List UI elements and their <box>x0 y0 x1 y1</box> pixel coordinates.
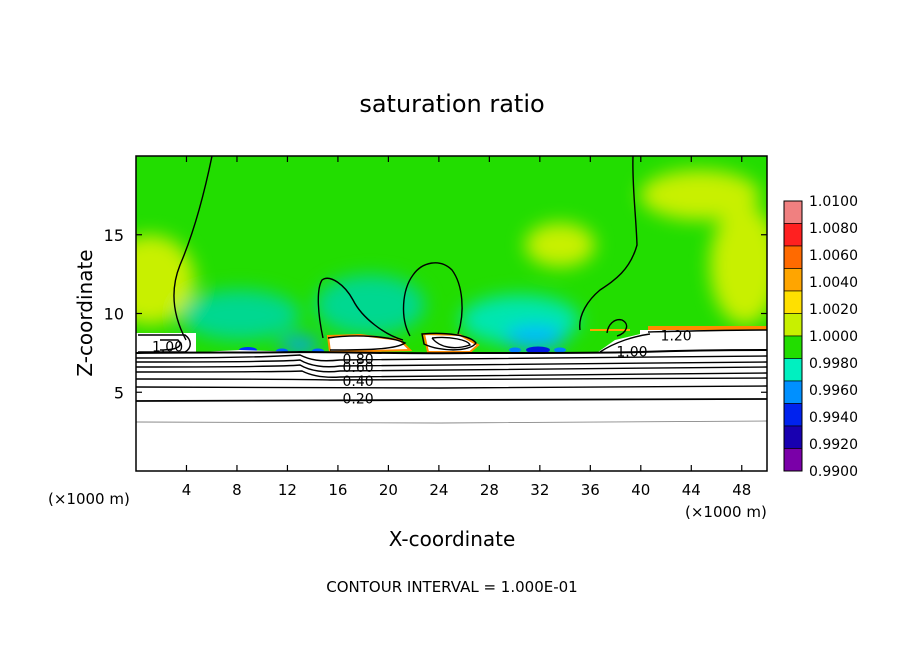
colorbar-level-label: 1.0100 <box>809 194 858 210</box>
contour-030 <box>136 385 767 389</box>
x-axis-label: X-coordinate <box>389 527 516 551</box>
contour-cell-b <box>421 332 477 351</box>
contour-label: 1.00 <box>616 344 647 360</box>
x-tick-label: 12 <box>278 481 297 499</box>
contour-label: 1.00 <box>152 340 183 356</box>
x-unit-label: (×1000 m) <box>48 490 130 508</box>
contour-plume-3 <box>402 262 463 337</box>
cloud-band-left <box>136 333 196 353</box>
lower-layer <box>136 350 767 471</box>
colorbar-level-label: 1.0020 <box>809 302 858 318</box>
contour-040 <box>136 377 767 381</box>
colorbar-swatch <box>783 313 803 337</box>
contour-070 <box>136 359 767 368</box>
dry-spot-e <box>509 347 521 353</box>
heatmap-field: 1.00 0.800.600.40 0.20 1.20 1.00 <box>136 156 767 471</box>
colorbar-swatch <box>783 245 803 269</box>
contour-plume-2 <box>317 277 404 341</box>
colorbar-level-label: 1.0060 <box>809 248 858 264</box>
contour-020 <box>136 398 767 402</box>
contour-right-box <box>599 333 651 353</box>
x-tick-label: 40 <box>631 481 650 499</box>
x-tick-label: 44 <box>682 481 701 499</box>
contour-interval-note: CONTOUR INTERVAL = 1.000E-01 <box>326 578 577 596</box>
colorbar-level-label: 0.9900 <box>809 464 858 480</box>
contour-cell-b-inner <box>431 336 471 349</box>
colorbar-swatch <box>783 268 803 292</box>
y-tick-label: 10 <box>104 305 124 324</box>
moist-patch-top-right <box>640 170 760 220</box>
colorbar-level-label: 1.0040 <box>809 275 858 291</box>
colorbar-swatch <box>783 403 803 427</box>
colorbar-swatch <box>783 223 803 247</box>
contour-label: 0.80 <box>343 352 374 368</box>
colorbar-swatch <box>783 200 803 224</box>
x-tick-label: 8 <box>232 481 242 499</box>
y-tick-label: 15 <box>104 226 124 245</box>
contour-080 <box>136 354 767 362</box>
colorbar-level-label: 0.9940 <box>809 410 858 426</box>
colorbar-swatch <box>783 358 803 382</box>
contour-right-top <box>647 329 767 333</box>
dry-patch-5 <box>280 337 320 353</box>
colorbar-level-label: 0.9980 <box>809 356 858 372</box>
x-tick-label: 28 <box>480 481 499 499</box>
cloud-band-right <box>640 330 767 352</box>
supersat-strip <box>648 326 767 330</box>
moist-patch-left-halo <box>136 235 195 325</box>
contour-label: 0.40 <box>343 374 374 390</box>
x-tick-label: 32 <box>530 481 549 499</box>
contour-plume-4 <box>579 156 638 331</box>
colorbar: 1.0100 1.0080 1.0060 1.0040 1.0020 1.0000 0.99… <box>783 194 858 480</box>
dry-spot-d <box>526 346 550 354</box>
x-tick-label: 48 <box>732 481 751 499</box>
contour-label: 0.20 <box>343 392 374 408</box>
supersat-strip-2 <box>590 329 630 331</box>
x-tick-label: 24 <box>429 481 448 499</box>
colorbar-level-label: 1.0000 <box>809 329 858 345</box>
contour-base <box>136 349 767 355</box>
moist-patch-mid <box>525 223 595 267</box>
contour-060 <box>136 364 767 373</box>
x-tick-label: 20 <box>379 481 398 499</box>
colorbar-swatch <box>783 380 803 404</box>
x-unit-label-right: (×1000 m) <box>685 503 767 521</box>
dry-patch-2 <box>315 275 425 335</box>
contour-loop-a <box>606 318 628 337</box>
colorbar-level-label: 0.9920 <box>809 437 858 453</box>
chart-title: saturation ratio <box>359 90 544 118</box>
x-tick-label: 36 <box>581 481 600 499</box>
contour-labels: 1.00 0.800.600.40 0.20 1.20 1.00 <box>152 329 692 408</box>
colorbar-level-label: 1.0080 <box>809 221 858 237</box>
moist-patch-right <box>710 205 767 325</box>
contour-lines <box>136 156 767 424</box>
dry-patch-4 <box>505 326 565 350</box>
y-axis-label: Z-coordinate <box>73 249 97 376</box>
x-tick-label: 16 <box>328 481 347 499</box>
x-tick-label: 4 <box>182 481 192 499</box>
contour-cell-a <box>327 335 407 351</box>
contour-050 <box>136 370 767 378</box>
colorbar-frame <box>783 200 803 472</box>
contour-plume-1 <box>173 156 213 341</box>
colorbar-swatch <box>783 290 803 314</box>
y-tick-label: 5 <box>114 383 124 402</box>
colorbar-swatch <box>783 425 803 449</box>
contour-left-inner <box>159 339 181 351</box>
contour-label: 0.60 <box>343 360 374 376</box>
colorbar-swatch <box>783 335 803 359</box>
dry-patch-1 <box>180 290 300 340</box>
contour-010 <box>136 420 767 424</box>
colorbar-level-label: 0.9960 <box>809 383 858 399</box>
colorbar-swatch <box>783 448 803 472</box>
contour-label: 1.20 <box>661 329 692 345</box>
dry-spot-f <box>554 347 566 353</box>
